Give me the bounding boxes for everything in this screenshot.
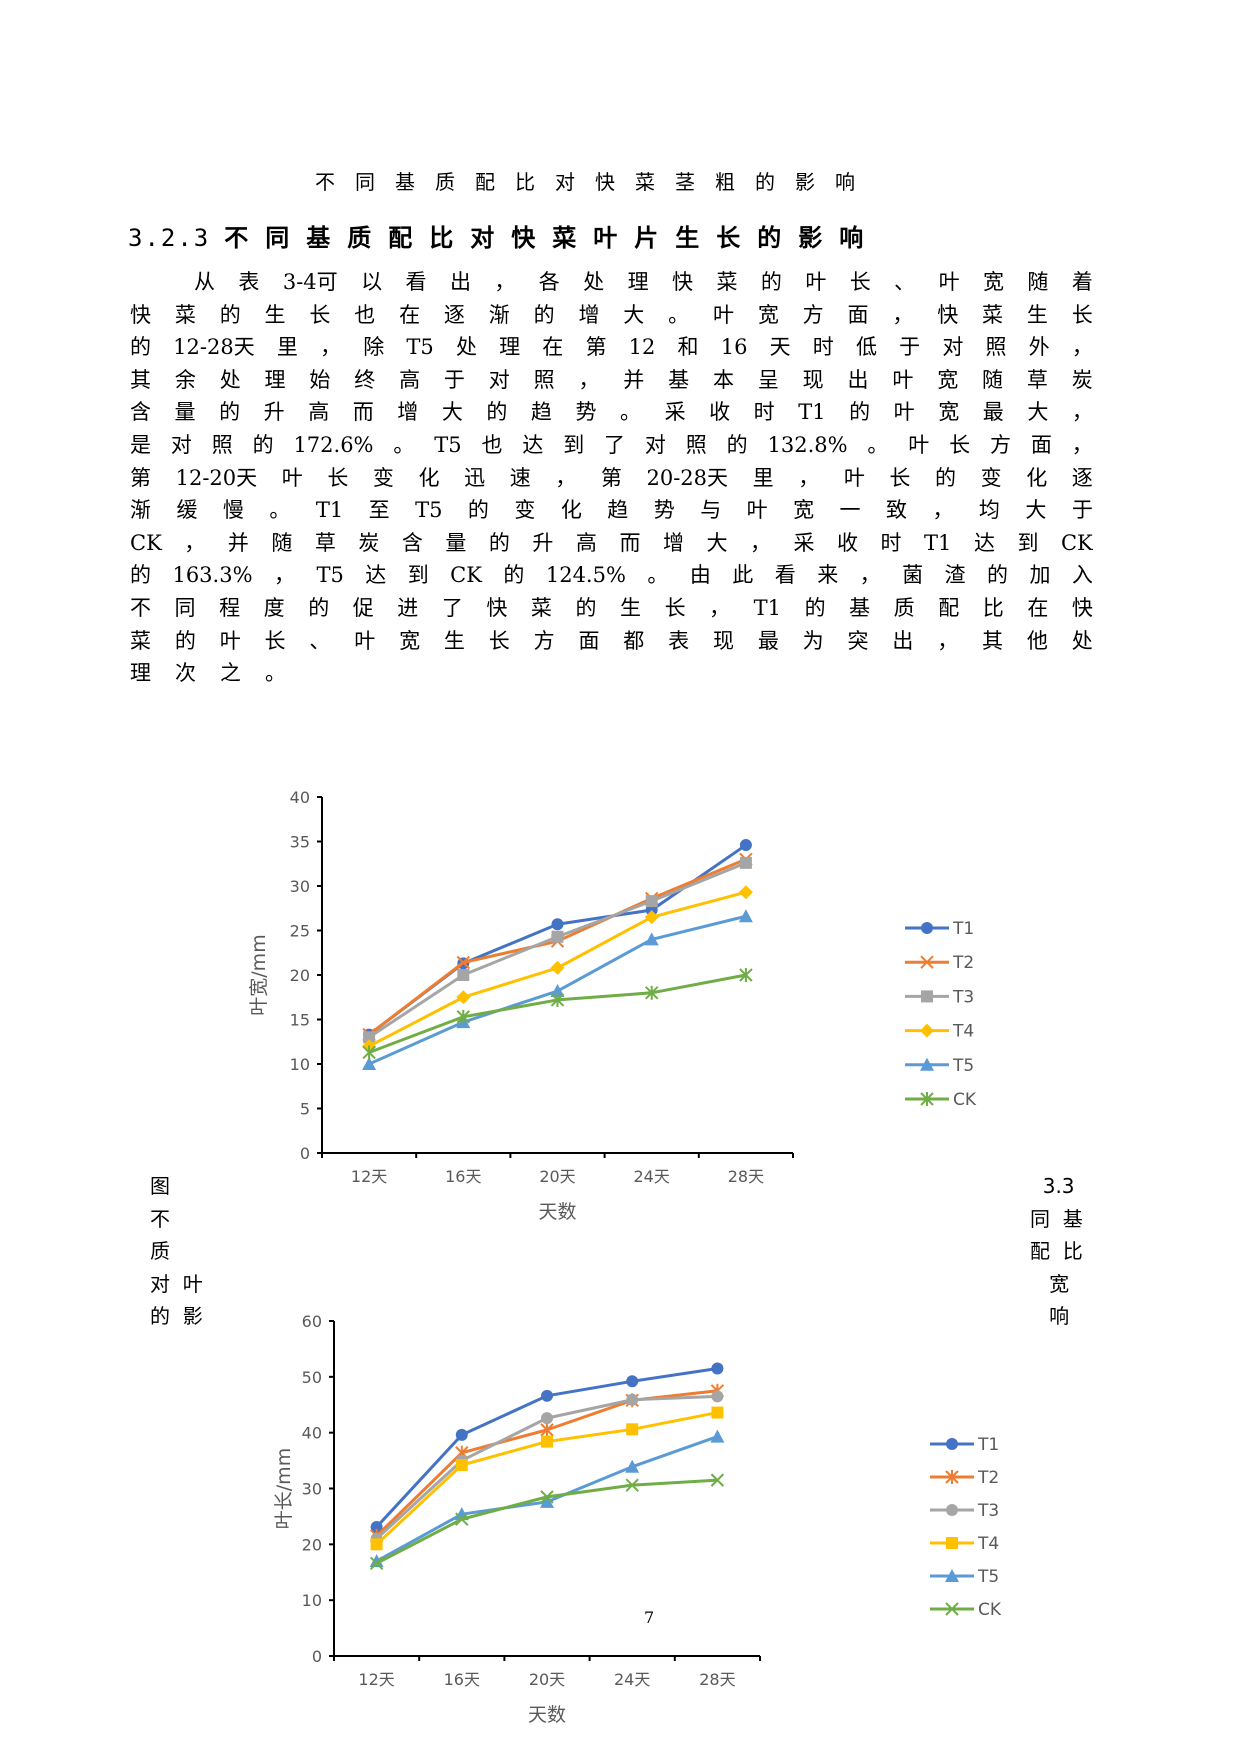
svg-text:15: 15 [290,1011,310,1030]
paragraph-line: 渐缓慢。 T1 至 T5 的变化趋势与叶宽一致，均大于 [130,498,1093,523]
figure-caption-left-fragment: 图 不 质 对 叶 的 影 [150,1174,203,1328]
section-heading: 3.2.3 不同基质配比对快菜叶片生长的影响 [128,218,880,253]
svg-text:叶宽/mm: 叶宽/mm [248,934,270,1015]
section-title: 不同基质配比对快菜叶片生长的影响 [224,224,881,252]
svg-text:20天: 20天 [529,1670,565,1689]
figure-caption-stem-diameter: 不同基质配比对快菜茎粗的影响 [315,170,875,194]
svg-text:10: 10 [302,1591,322,1610]
svg-text:20: 20 [302,1535,322,1554]
svg-text:天数: 天数 [538,1201,576,1223]
svg-text:24天: 24天 [614,1670,650,1689]
svg-text:16天: 16天 [444,1670,480,1689]
paragraph-line: CK，并随草炭含量的升高而增大，采收时 T1 达到 CK [130,530,1093,555]
svg-text:T1: T1 [952,919,974,939]
body-paragraph: 从表 3-4可以看出，各处理快菜的叶长、叶宽随着快菜的生长也在逐渐的增大。叶宽方面… [130,266,1093,690]
svg-text:30: 30 [290,877,310,896]
svg-text:28天: 28天 [699,1670,735,1689]
paragraph-line: 快菜的生长也在逐渐的增大。叶宽方面，快菜生长 [130,302,1093,327]
svg-text:T4: T4 [952,1022,974,1042]
paragraph-line: 从表 3-4可以看出，各处理快菜的叶长、叶宽随着 [194,270,1093,294]
svg-text:25: 25 [290,922,310,941]
figure-caption-right-fragment: 3.3 同 基 配 比 宽 响 [1030,1174,1083,1328]
svg-text:CK: CK [978,1600,1002,1620]
paragraph-line: 含量的升高而增大的趋势。采收时 T1 的叶宽最大， [130,400,1093,425]
svg-text:10: 10 [290,1055,310,1074]
svg-text:40: 40 [290,788,310,807]
paragraph-line: 的 12-28天里，除 T5 处理在第 12 和 16 天时低于对照外， [130,335,1093,360]
svg-text:5: 5 [300,1100,310,1119]
svg-text:T1: T1 [977,1435,999,1455]
svg-text:T3: T3 [952,987,974,1007]
svg-text:叶长/mm: 叶长/mm [273,1448,295,1529]
paragraph-line: 是对照的 172.6%。 T5 也达到了对照的 132.8%。叶长方面， [130,432,1093,457]
paragraph-line: 不同程度的促进了快菜的生长， T1 的基质配比在快 [130,595,1093,620]
paragraph-line: 其余处理始终高于对照，并基本呈现出叶宽随草炭 [130,367,1093,392]
svg-text:35: 35 [290,833,310,852]
svg-text:12天: 12天 [358,1670,394,1689]
svg-text:T4: T4 [977,1534,999,1554]
paragraph-line: 第 12-20天叶长变化迅速，第 20-28天里，叶长的变化逐 [130,465,1093,490]
svg-text:0: 0 [300,1144,310,1163]
svg-text:50: 50 [302,1368,322,1387]
section-number: 3.2.3 [128,224,211,252]
paragraph-line: 菜的叶长、叶宽生长方面都表现最为突出，其他处 [130,628,1093,653]
svg-text:天数: 天数 [528,1704,566,1726]
svg-text:12天: 12天 [351,1167,387,1186]
svg-text:T5: T5 [952,1056,974,1076]
svg-text:60: 60 [302,1312,322,1331]
svg-text:T2: T2 [977,1468,999,1488]
svg-text:24天: 24天 [634,1167,670,1186]
svg-text:T2: T2 [952,953,974,973]
svg-text:T3: T3 [977,1501,999,1521]
svg-text:40: 40 [302,1424,322,1443]
svg-text:0: 0 [312,1647,322,1666]
svg-text:16天: 16天 [445,1167,481,1186]
paragraph-line: 理次之。 [130,661,286,686]
paragraph-line: 的 163.3%， T5 达到 CK 的 124.5%。由此看来，菌渣的加入 [130,563,1093,588]
svg-text:T5: T5 [977,1567,999,1587]
page-number: 7 [644,1608,655,1627]
svg-text:20: 20 [290,966,310,985]
svg-text:28天: 28天 [728,1167,764,1186]
svg-text:20天: 20天 [539,1167,575,1186]
svg-text:CK: CK [953,1090,977,1110]
svg-text:30: 30 [302,1480,322,1499]
